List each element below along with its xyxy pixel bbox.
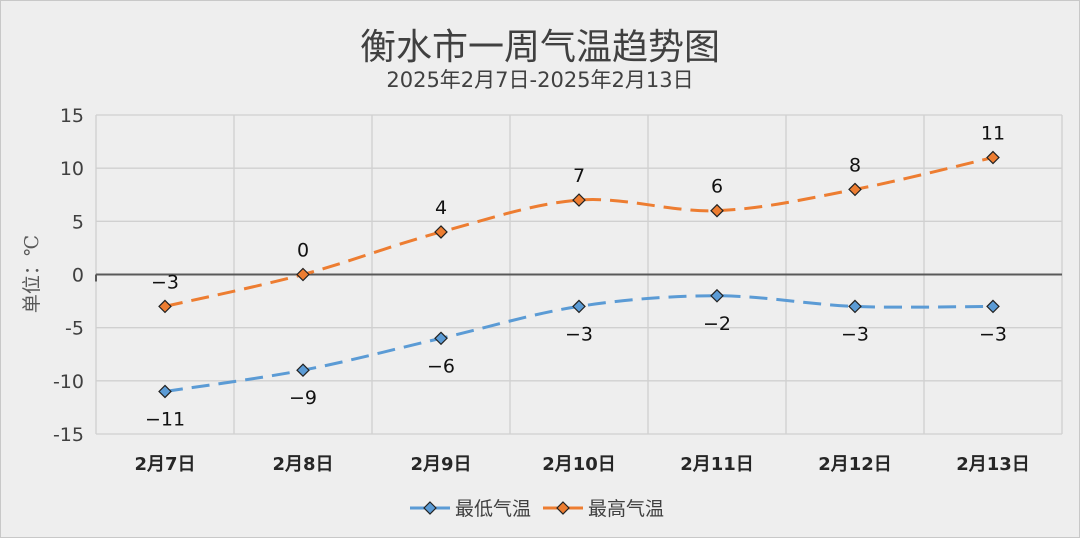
data-label: −3 <box>151 271 179 293</box>
data-label: 7 <box>573 165 585 187</box>
data-label: 6 <box>711 176 723 198</box>
data-label: −3 <box>565 323 593 345</box>
y-tick-label: 10 <box>60 158 84 180</box>
data-point-marker <box>986 299 1000 314</box>
data-label: −3 <box>979 323 1007 345</box>
y-tick-label: -5 <box>65 318 84 340</box>
data-point-marker <box>296 267 310 282</box>
data-label: 8 <box>849 154 861 176</box>
data-label: −3 <box>841 323 869 345</box>
y-tick-label: 5 <box>72 211 84 233</box>
x-tick-label: 2月10日 <box>542 454 616 475</box>
data-point-marker <box>848 299 862 314</box>
data-point-marker <box>296 363 310 378</box>
data-point-marker <box>434 331 448 346</box>
x-tick-label: 2月9日 <box>410 454 471 475</box>
y-axis-label: 单位：℃ <box>21 235 43 313</box>
data-label: −11 <box>145 408 185 430</box>
y-tick-label: -15 <box>53 424 84 446</box>
data-point-marker <box>572 193 586 207</box>
data-point-marker <box>710 288 724 303</box>
y-tick-label: 15 <box>60 105 84 127</box>
chart-title: 衡水市一周气温趋势图 <box>359 27 720 68</box>
legend-label: 最低气温 <box>455 498 531 520</box>
legend-marker-1 <box>556 501 570 515</box>
data-label: 4 <box>435 197 447 219</box>
data-point-marker <box>158 299 172 314</box>
x-tick-label: 2月13日 <box>956 454 1030 475</box>
chart-subtitle: 2025年2月7日-2025年2月13日 <box>386 68 694 92</box>
y-tick-label: -10 <box>53 371 84 393</box>
x-tick-label: 2月12日 <box>818 454 892 475</box>
data-label: 11 <box>981 123 1005 145</box>
data-point-marker <box>434 225 448 239</box>
legend-label: 最高气温 <box>588 498 664 520</box>
data-point-marker <box>710 203 724 218</box>
legend-marker-0 <box>423 501 437 515</box>
x-tick-label: 2月7日 <box>134 454 195 475</box>
x-tick-label: 2月11日 <box>680 454 754 475</box>
data-label: −9 <box>289 387 317 409</box>
data-label: −6 <box>427 355 455 377</box>
data-point-marker <box>158 384 172 399</box>
data-label: −2 <box>703 313 731 335</box>
data-point-marker <box>986 150 1000 165</box>
data-label: 0 <box>297 240 309 262</box>
y-tick-label: 0 <box>72 265 84 287</box>
x-tick-label: 2月8日 <box>272 454 333 475</box>
data-point-marker <box>848 182 862 197</box>
data-point-marker <box>572 299 586 314</box>
